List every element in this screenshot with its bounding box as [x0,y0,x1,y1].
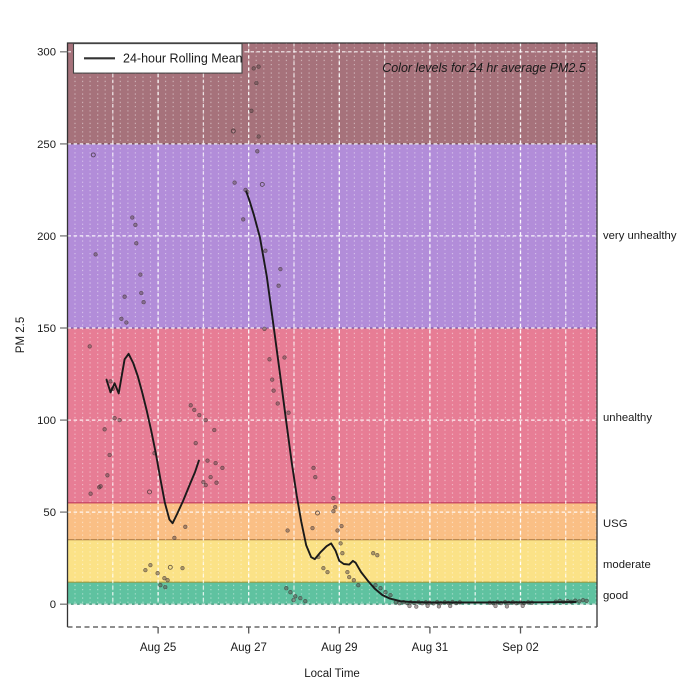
aqi-bands [67,43,597,605]
annotation-title: Color levels for 24 hr average PM2.5 [382,61,586,75]
band-label-unhealthy: unhealthy [603,412,652,424]
open-point [167,564,173,570]
plot-border [66,42,598,627]
open-point [315,510,320,516]
band-label-very-unhealthy: very unhealthy [603,230,677,242]
y-axis-label: PM 2.5 [15,317,27,353]
band-label-usg: USG [603,518,627,530]
y-axis: 0 50 100 150 200 250 300 [37,47,68,611]
legend: 24-hour Rolling Mean [72,43,243,74]
x-axis-label: Local Time [304,668,360,680]
x-tick-label: Sep 02 [502,642,538,654]
x-tick-label: Aug 27 [230,642,266,654]
y-tick-label: 50 [43,507,56,519]
band-good [67,582,597,605]
x-axis: Aug 25 Aug 27 Aug 29 Aug 31 Sep 02 [140,627,539,654]
x-tick-label: Aug 25 [140,642,176,654]
y-tick-label: 250 [37,139,56,151]
legend-label: 24-hour Rolling Mean [123,52,243,66]
y-tick-label: 0 [50,599,56,611]
y-tick-label: 100 [37,415,56,427]
x-tick-label: Aug 31 [412,642,448,654]
day-gridlines [112,43,567,605]
open-point [230,128,236,134]
y-tick-label: 150 [37,323,56,335]
open-point [90,152,96,158]
rolling-mean-line [105,190,577,604]
band-label-moderate: moderate [603,559,651,571]
band-label-good: good [603,590,628,602]
open-point [259,181,265,187]
open-point [147,489,152,495]
band-unhealthy [67,328,597,503]
x-tick-label: Aug 29 [321,642,357,654]
scatter-points [87,64,589,609]
band-labels: good moderate USG unhealthy very unhealthy [603,230,677,602]
y-tick-label: 300 [37,47,56,59]
band-usg [67,502,597,540]
y-tick-label: 200 [37,231,56,243]
